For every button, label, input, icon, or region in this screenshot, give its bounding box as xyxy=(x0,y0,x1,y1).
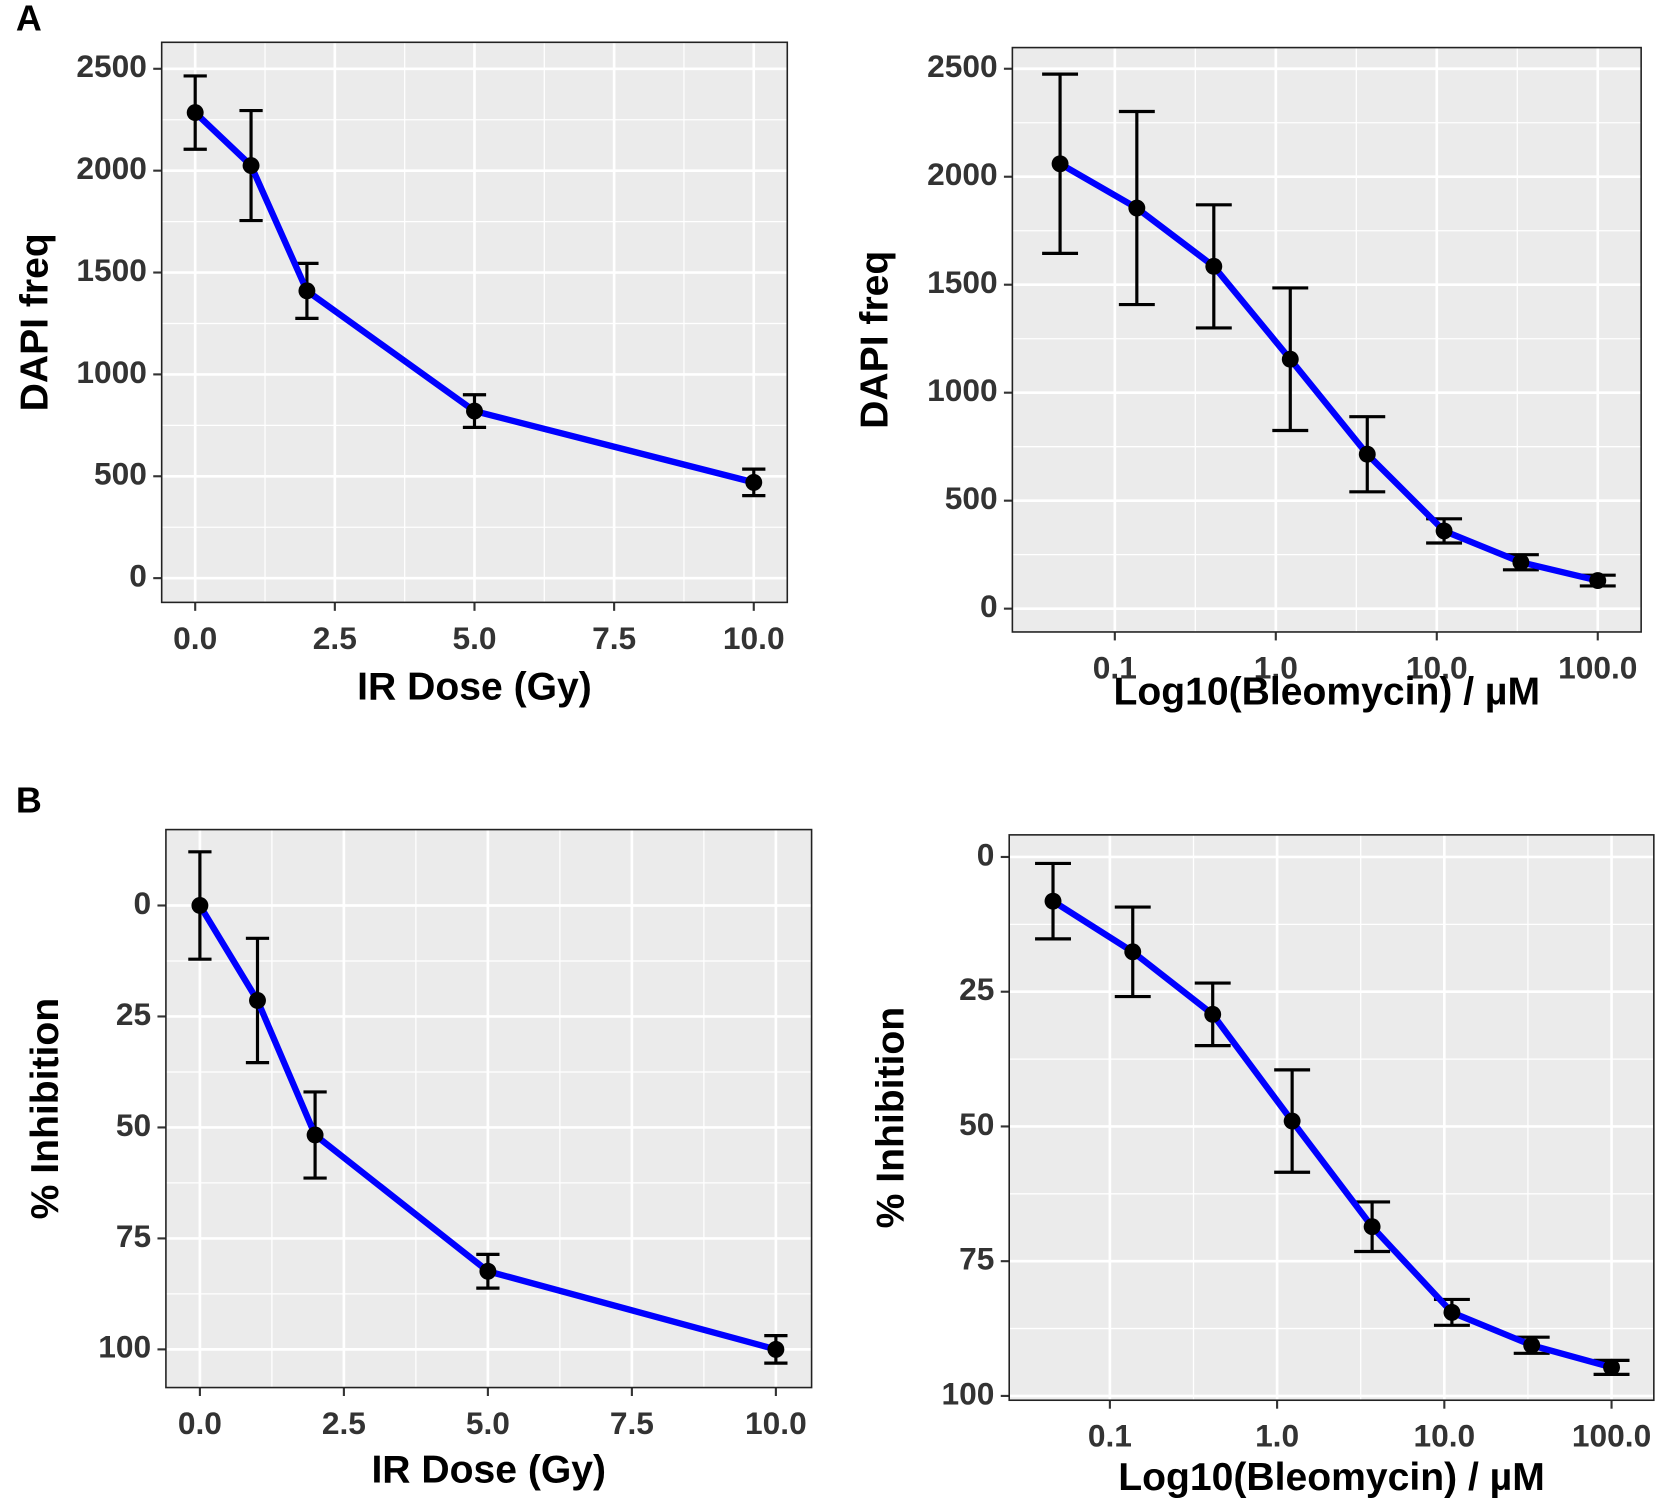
plot-background xyxy=(1012,47,1642,632)
x-tick-label: 10.0 xyxy=(1406,649,1468,685)
data-point xyxy=(1512,553,1530,571)
data-point xyxy=(1283,1112,1301,1130)
plot-border xyxy=(1011,46,1642,633)
data-point xyxy=(186,104,204,122)
y-tick-label: 100 xyxy=(942,1375,995,1411)
data-point xyxy=(306,1126,324,1144)
y-tick-label: 500 xyxy=(94,456,147,492)
data-point xyxy=(298,282,316,300)
x-axis-title: IR Dose (Gy) xyxy=(371,1448,606,1491)
y-tick-label: 1000 xyxy=(76,354,147,390)
data-point xyxy=(242,157,260,175)
x-tick-label: 2.5 xyxy=(313,620,357,656)
y-tick-label: 0 xyxy=(980,588,998,624)
y-tick-label: 75 xyxy=(959,1241,994,1277)
y-tick-label: 100 xyxy=(98,1329,151,1365)
x-tick-label: 1.0 xyxy=(1254,649,1298,685)
data-point xyxy=(1128,199,1146,217)
x-tick-label: 0.1 xyxy=(1088,1418,1132,1454)
y-tick-label: 50 xyxy=(959,1106,994,1142)
y-tick-label: 25 xyxy=(959,971,994,1007)
data-point xyxy=(1205,257,1223,275)
data-point xyxy=(1051,155,1069,173)
data-point xyxy=(191,897,209,914)
x-tick-label: 100.0 xyxy=(1572,1418,1651,1454)
y-axis-title: % Inhibition xyxy=(24,998,67,1220)
panel-label: A xyxy=(16,0,42,39)
y-tick-label: 1500 xyxy=(76,252,147,288)
x-tick-label: 5.0 xyxy=(452,620,496,656)
y-tick-label: 2500 xyxy=(927,48,997,84)
y-axis-title: DAPI freq xyxy=(853,251,896,429)
x-axis-title: IR Dose (Gy) xyxy=(357,665,592,708)
y-axis-title: % Inhibition xyxy=(869,1007,912,1229)
y-tick-label: 2000 xyxy=(927,156,997,192)
x-tick-label: 0.1 xyxy=(1093,649,1137,685)
x-tick-label: 10.0 xyxy=(745,1405,807,1441)
y-tick-label: 2000 xyxy=(76,150,147,186)
data-point xyxy=(1435,522,1453,540)
data-point xyxy=(1523,1336,1541,1354)
x-tick-label: 7.5 xyxy=(610,1405,654,1441)
plot-background xyxy=(1009,834,1654,1401)
data-point xyxy=(249,992,266,1009)
data-point xyxy=(479,1262,497,1280)
data-line xyxy=(1058,161,1599,584)
y-tick-label: 0 xyxy=(129,558,147,594)
data-point xyxy=(1204,1005,1222,1023)
data-point xyxy=(1044,892,1062,910)
x-tick-label: 0.0 xyxy=(173,620,217,656)
y-tick-label: 2500 xyxy=(76,48,147,84)
data-point xyxy=(1603,1358,1621,1376)
y-tick-label: 0 xyxy=(133,885,151,921)
data-line xyxy=(1051,898,1613,1371)
data-point xyxy=(1443,1303,1461,1321)
y-tick-label: 75 xyxy=(116,1218,151,1254)
plot-border xyxy=(1008,834,1655,1402)
panel-label: B xyxy=(16,780,42,821)
data-point xyxy=(1124,943,1142,961)
y-tick-label: 25 xyxy=(116,996,151,1032)
x-axis-title: Log10(Bleomycin) / µM xyxy=(1118,1456,1545,1499)
data-point xyxy=(1281,350,1299,368)
plot-border xyxy=(165,828,813,1389)
data-point xyxy=(767,1340,785,1358)
x-tick-label: 100.0 xyxy=(1558,649,1637,685)
y-axis-title: DAPI freq xyxy=(13,233,56,411)
x-tick-label: 5.0 xyxy=(466,1405,510,1441)
x-tick-label: 10.0 xyxy=(1413,1418,1475,1454)
x-tick-label: 0.0 xyxy=(178,1405,222,1441)
y-tick-label: 500 xyxy=(945,480,998,516)
data-point xyxy=(466,402,483,420)
x-tick-label: 2.5 xyxy=(322,1405,366,1441)
y-tick-label: 1500 xyxy=(927,264,997,300)
data-point xyxy=(1589,572,1607,590)
x-tick-label: 10.0 xyxy=(723,620,785,656)
plot-border xyxy=(160,41,789,604)
y-tick-label: 0 xyxy=(977,836,995,872)
x-tick-label: 7.5 xyxy=(592,620,636,656)
data-point xyxy=(745,473,763,491)
x-axis-title: Log10(Bleomycin) / µM xyxy=(1113,671,1540,714)
x-tick-label: 1.0 xyxy=(1255,1418,1299,1454)
data-point xyxy=(1363,1218,1381,1236)
y-tick-label: 50 xyxy=(116,1107,151,1143)
y-tick-label: 1000 xyxy=(927,372,997,408)
data-point xyxy=(1358,445,1376,463)
